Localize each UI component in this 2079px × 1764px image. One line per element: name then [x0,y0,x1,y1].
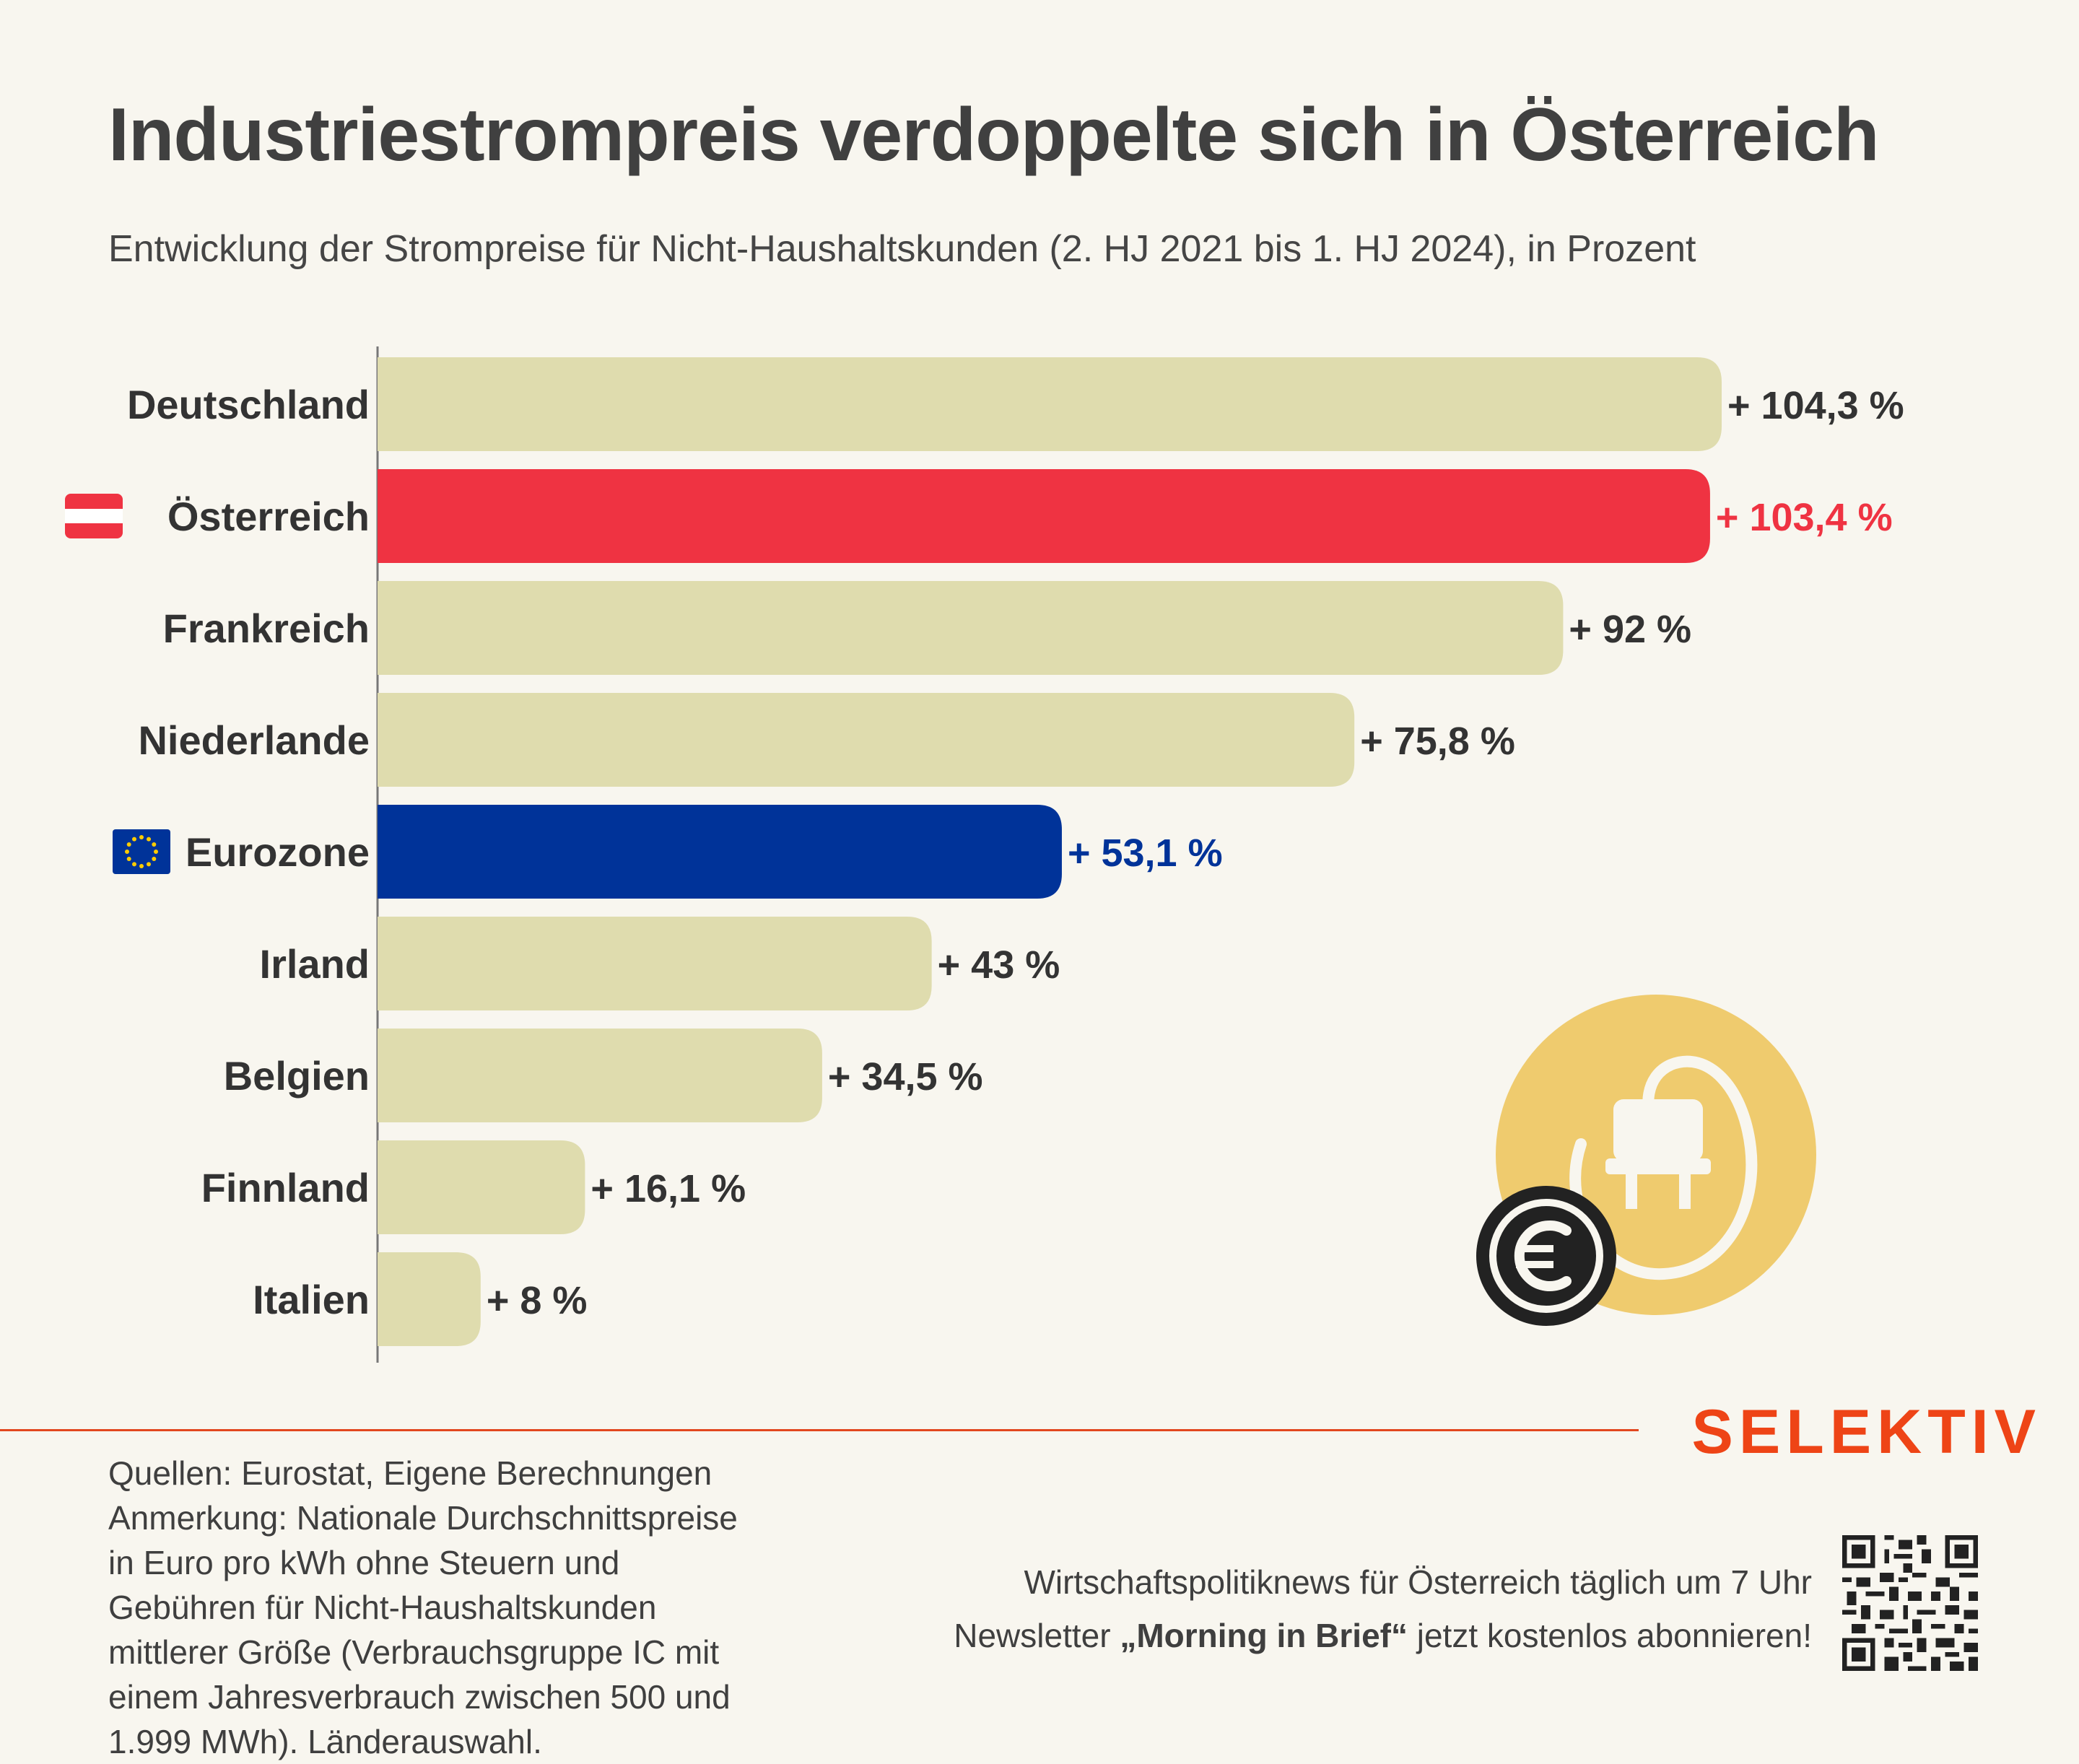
promo-prefix: Newsletter [954,1617,1120,1654]
plug-body [1613,1099,1703,1161]
promo-line-2: Newsletter „Morning in Brief“ jetzt kost… [954,1609,1812,1662]
category-label: Deutschland [127,382,370,427]
source-note: Quellen: Eurostat, Eigene Berechnungen A… [108,1451,830,1764]
source-line: in Euro pro kWh ohne Steuern und [108,1544,620,1581]
page-title: Industriestrompreis verdoppelte sich in … [108,93,1879,177]
category-label: Belgien [224,1053,370,1099]
bar [378,581,1564,675]
category-label: Irland [260,941,370,987]
value-label: + 34,5 % [828,1055,983,1099]
page-subtitle: Entwicklung der Strompreise für Nicht-Ha… [108,228,1696,270]
source-line: Anmerkung: Nationale Durchschnittspreise [108,1499,738,1537]
category-label: Niederlande [138,717,370,763]
source-line: Quellen: Eurostat, Eigene Berechnungen [108,1454,712,1492]
bar [378,805,1062,899]
value-label: + 43 % [938,943,1060,987]
newsletter-name: „Morning in Brief“ [1120,1617,1408,1654]
brand-logo: SELEKTIV [1691,1397,2041,1467]
value-label: + 92 % [1569,608,1691,651]
bar-chart: Deutschland + 104,3 % Österreich + 103,4 % F… [65,346,1904,1363]
plug-prong-right [1679,1174,1691,1209]
bar [378,1252,481,1346]
bar [378,357,1722,451]
qr-code-icon[interactable] [1842,1535,1978,1671]
plug-base [1605,1158,1711,1174]
power-plug-euro-icon [1476,995,1816,1326]
source-line: 1.999 MWh). Länderauswahl. [108,1723,542,1760]
value-label: + 103,4 % [1716,496,1893,539]
category-label: Eurozone [186,829,370,875]
austria-flag-icon [65,494,123,538]
newsletter-promo[interactable]: Wirtschaftspolitiknews für Österreich tä… [954,1555,1812,1662]
euro-sign-icon [1514,1221,1572,1291]
bar [378,917,932,1010]
value-label: + 8 % [487,1279,588,1322]
euro-coin-icon [1476,1186,1616,1326]
bar [378,469,1710,563]
category-label: Frankreich [163,606,370,651]
value-label: + 53,1 % [1068,831,1223,875]
value-label: + 104,3 % [1727,384,1904,427]
source-line: mittlerer Größe (Verbrauchsgruppe IC mit [108,1633,720,1671]
bar [378,1029,822,1122]
category-label: Österreich [167,494,370,539]
footer-divider [0,1429,1639,1431]
category-label: Italien [253,1277,370,1322]
bar [378,693,1355,787]
bar [378,1140,585,1234]
promo-suffix: jetzt kostenlos abonnieren! [1407,1617,1812,1654]
promo-line-1: Wirtschaftspolitiknews für Österreich tä… [1024,1563,1812,1601]
source-line: Gebühren für Nicht-Haushaltskunden [108,1589,657,1626]
euro-coin-ring [1489,1199,1603,1313]
source-line: einem Jahresverbrauch zwischen 500 und [108,1678,731,1716]
value-label: + 75,8 % [1360,720,1515,763]
plug-prong-left [1626,1174,1637,1209]
value-label: + 16,1 % [590,1167,746,1210]
category-label: Finnland [201,1165,370,1210]
eu-flag-icon [113,829,170,874]
